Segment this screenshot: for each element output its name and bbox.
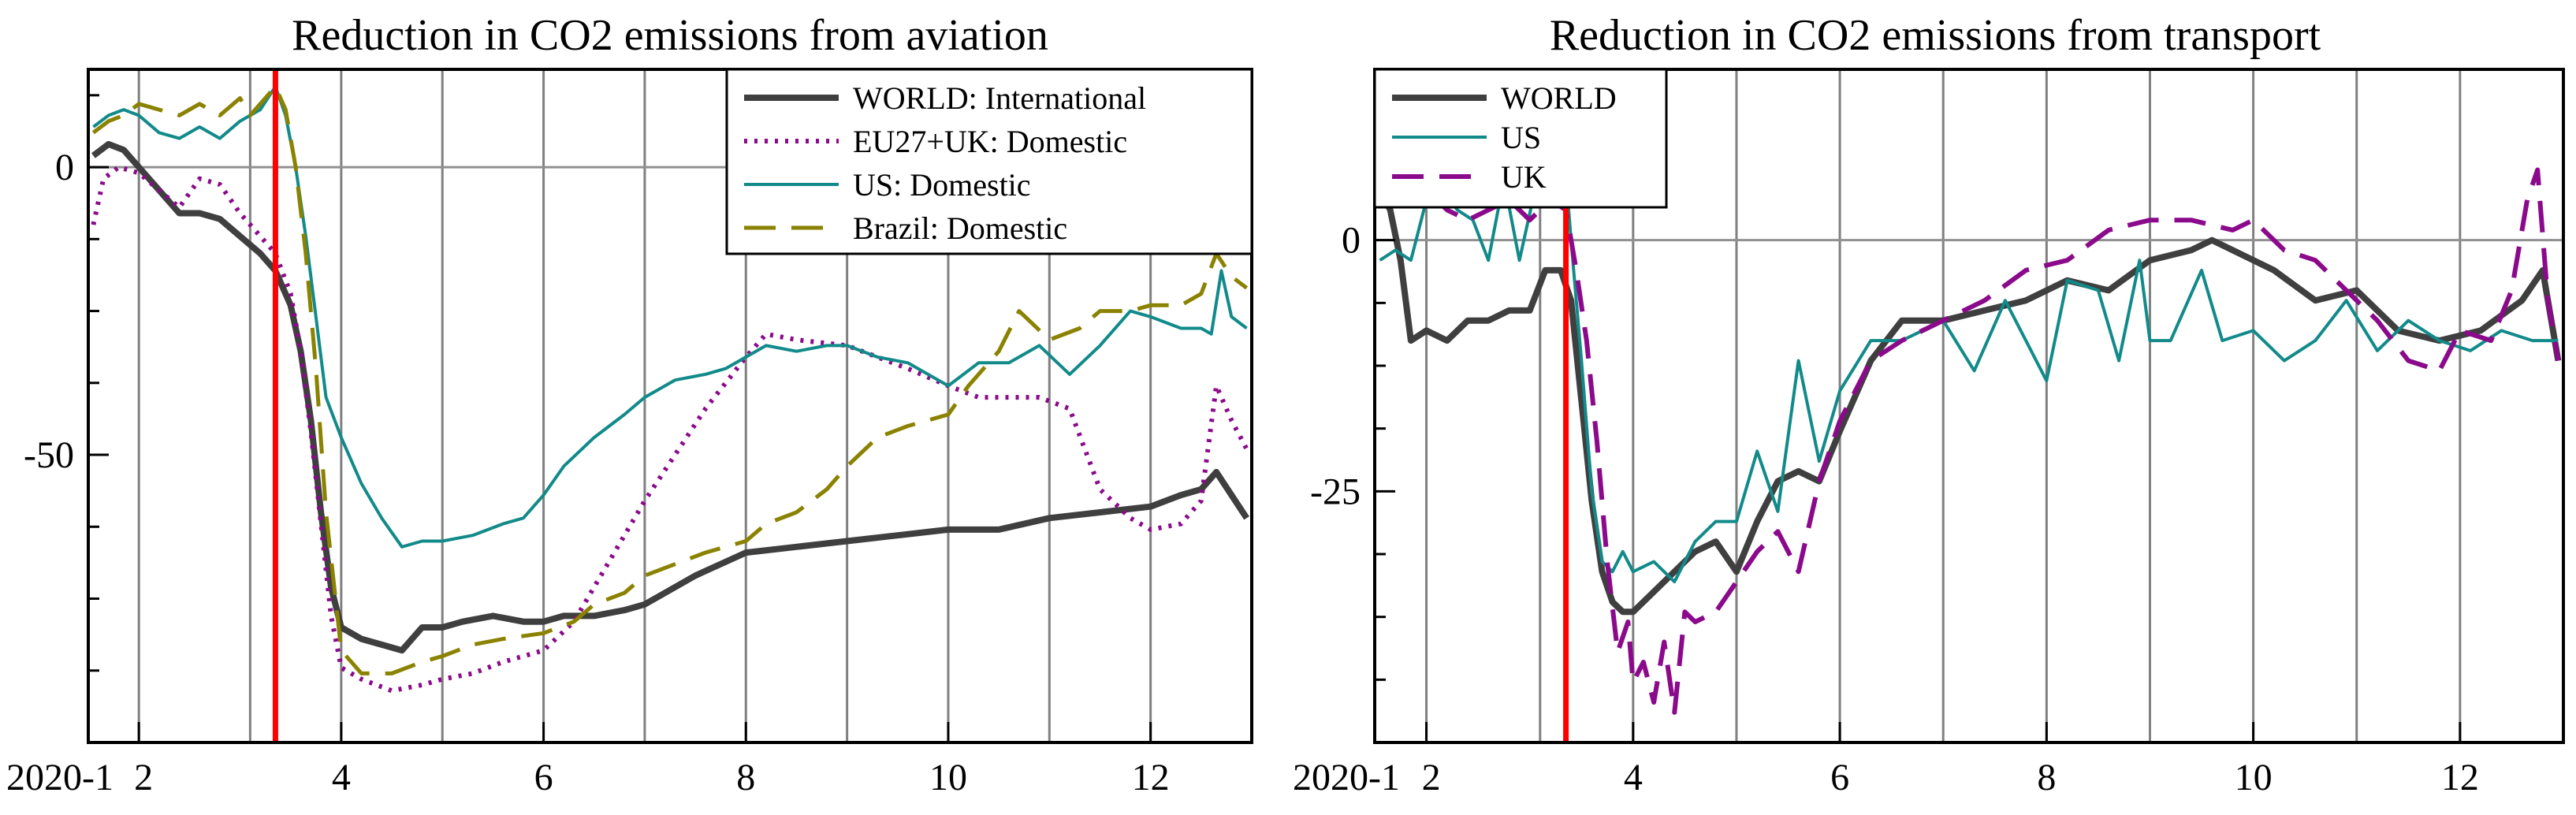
aviation-x-tick-label: 2 [134, 757, 153, 798]
transport-chart-title: Reduction in CO2 emissions from transpor… [1550, 11, 2321, 60]
aviation-year-label: 2020-1 [6, 757, 114, 798]
transport-plot-frame [1373, 68, 2565, 744]
aviation-x-tick-label: 12 [1132, 757, 1170, 798]
aviation-legend-label-eu: EU27+UK: Domestic [853, 124, 1127, 159]
aviation-chart-title: Reduction in CO2 emissions from aviation [292, 11, 1048, 60]
transport-x-tick-label: 2 [1422, 757, 1441, 798]
transport-year-label: 2020-1 [1293, 757, 1400, 798]
transport-legend-label-us: US [1501, 120, 1541, 155]
transport-legend: WORLD US UK [1373, 68, 1668, 209]
transport-series-world [1377, 188, 2562, 616]
aviation-y-tick-labels: 0 -50 [24, 147, 74, 476]
transport-y-tick-label: -25 [1310, 471, 1361, 512]
transport-x-tick-label: 10 [2235, 757, 2273, 798]
transport-axis-ticks [1375, 113, 2462, 744]
aviation-legend: WORLD: International EU27+UK: Domestic US:… [725, 68, 1253, 255]
aviation-series-us [92, 84, 1248, 549]
aviation-y-tick-label: 0 [55, 147, 74, 188]
transport-x-tick-label: 6 [1830, 757, 1849, 798]
aviation-legend-label-world: WORLD: International [853, 80, 1146, 116]
transport-grid [1375, 69, 2563, 742]
transport-legend-label-world: WORLD [1501, 80, 1617, 116]
transport-x-tick-label: 12 [2441, 757, 2479, 798]
aviation-chart: Reduction in CO2 emissions from aviation… [6, 11, 1253, 798]
aviation-x-tick-label: 4 [332, 757, 351, 798]
transport-chart: Reduction in CO2 emissions from transpor… [1293, 11, 2565, 798]
aviation-legend-label-us: US: Domestic [853, 167, 1031, 203]
transport-x-tick-label: 8 [2037, 757, 2056, 798]
transport-y-tick-label: 0 [1342, 220, 1361, 262]
aviation-x-tick-labels: 2020-1 2 4 6 8 10 12 [6, 757, 1170, 798]
aviation-plot-frame [87, 68, 1253, 744]
aviation-series-brazil [91, 84, 1249, 675]
transport-x-tick-label: 4 [1624, 757, 1643, 798]
aviation-x-tick-label: 8 [736, 757, 755, 798]
transport-series-lines [1377, 108, 2562, 715]
aviation-series-lines [91, 84, 1249, 694]
transport-y-tick-labels: 0 -25 [1310, 220, 1361, 513]
transport-series-us [1379, 108, 2559, 584]
aviation-x-tick-label: 6 [534, 757, 553, 798]
aviation-legend-label-brazil: Brazil: Domestic [853, 210, 1067, 246]
aviation-x-tick-label: 10 [929, 757, 967, 798]
transport-x-tick-labels: 2020-1 2 4 6 8 10 12 [1293, 757, 2479, 798]
transport-legend-label-uk: UK [1501, 159, 1547, 195]
aviation-axis-ticks [88, 94, 1152, 744]
transport-series-uk [1377, 149, 2561, 715]
aviation-series-world [91, 140, 1249, 654]
aviation-y-tick-label: -50 [24, 434, 74, 476]
